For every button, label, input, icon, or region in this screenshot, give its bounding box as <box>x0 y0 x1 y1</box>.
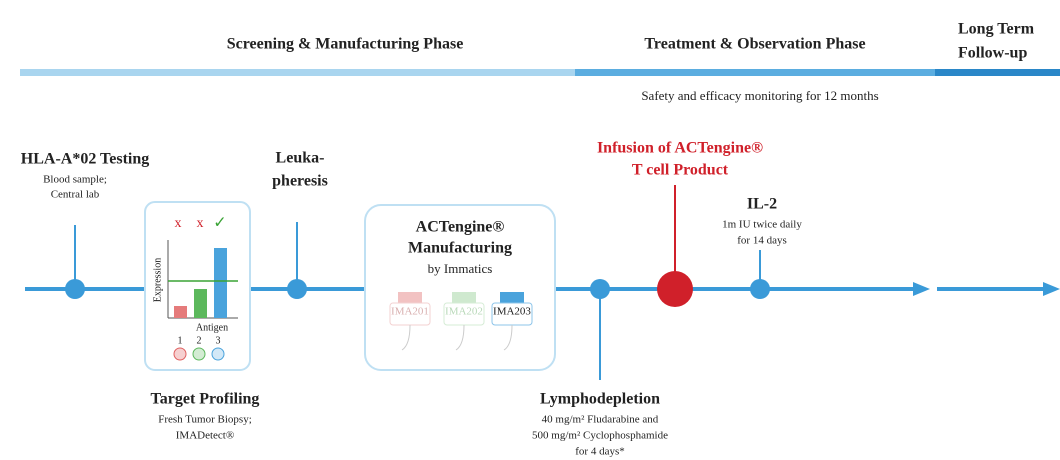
bag <box>398 292 422 304</box>
verdict: x <box>197 216 204 231</box>
step-detail: for 14 days <box>737 235 787 247</box>
step-detail: 40 mg/m² Fludarabine and <box>542 414 659 426</box>
product-label: IMA202 <box>445 306 483 318</box>
phase-bar <box>935 69 1060 76</box>
step-title: IL-2 <box>747 196 777 213</box>
antigen-dot <box>212 348 224 360</box>
step-subtitle: by Immatics <box>428 261 493 276</box>
step-detail: 1m IU twice daily <box>722 219 802 231</box>
phase-bar <box>575 69 935 76</box>
step-detail: Blood sample; <box>43 174 107 186</box>
node <box>65 279 85 299</box>
step-title: Target Profiling <box>151 391 260 408</box>
step-title: ACTengine® <box>416 219 505 236</box>
infusion-node <box>657 271 693 307</box>
arrow-head <box>913 282 930 296</box>
antigen-label: 3 <box>216 335 221 346</box>
step-title: T cell Product <box>632 162 729 179</box>
step-title: Leuka- <box>276 150 325 167</box>
product-label: IMA203 <box>493 306 531 318</box>
bar <box>194 289 207 318</box>
axis-label: Antigen <box>196 322 228 333</box>
step-detail: Fresh Tumor Biopsy; <box>158 414 252 426</box>
node <box>590 279 610 299</box>
bar <box>214 248 227 318</box>
step-title: Manufacturing <box>408 240 512 257</box>
node <box>287 279 307 299</box>
antigen-dot <box>174 348 186 360</box>
step-title: pheresis <box>272 173 328 190</box>
monitoring-note: Safety and efficacy monitoring for 12 mo… <box>641 88 878 103</box>
antigen-label: 1 <box>178 335 183 346</box>
diagram: Screening & Manufacturing Phase Treatmen… <box>0 0 1060 460</box>
step-detail: Central lab <box>51 189 100 201</box>
antigen-dot <box>193 348 205 360</box>
bar <box>174 306 187 318</box>
phase-label: Treatment & Observation Phase <box>644 36 865 53</box>
step-title: HLA-A*02 Testing <box>21 151 149 168</box>
phase-bar <box>20 69 575 76</box>
step-title: Infusion of ACTengine® <box>597 140 763 157</box>
step-detail: 500 mg/m² Cyclophosphamide <box>532 430 668 442</box>
product-label: IMA201 <box>391 306 429 318</box>
verdict: x <box>175 216 182 231</box>
step-detail: for 4 days* <box>575 446 625 458</box>
axis-label: Expression <box>152 258 163 302</box>
step-title: Lymphodepletion <box>540 391 660 408</box>
bag <box>500 292 524 304</box>
arrow-head <box>1043 282 1060 296</box>
antigen-label: 2 <box>197 335 202 346</box>
node <box>750 279 770 299</box>
verdict: ✓ <box>213 215 226 232</box>
phase-label: Follow-up <box>958 45 1027 62</box>
bag <box>452 292 476 304</box>
phase-label: Screening & Manufacturing Phase <box>227 36 464 53</box>
phase-label: Long Term <box>958 21 1035 38</box>
step-detail: IMADetect® <box>176 430 234 442</box>
